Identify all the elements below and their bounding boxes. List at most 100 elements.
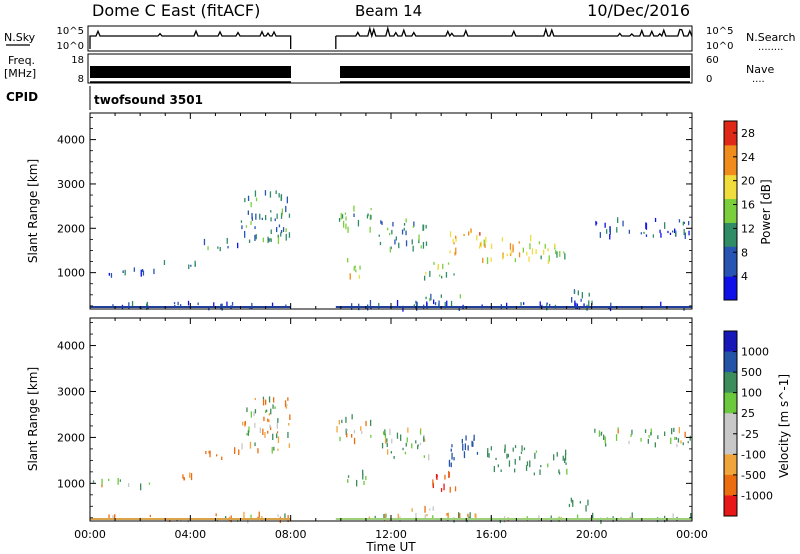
colorbar-step xyxy=(724,372,737,394)
data-cell xyxy=(237,242,239,249)
data-cell xyxy=(432,515,434,519)
data-cell xyxy=(277,448,279,451)
data-cell xyxy=(418,234,420,241)
data-cell xyxy=(448,471,450,478)
data-cell xyxy=(425,224,427,229)
data-cell xyxy=(203,238,206,246)
data-cell xyxy=(437,266,439,270)
data-cell xyxy=(450,462,452,468)
data-cell xyxy=(689,438,691,441)
data-cell xyxy=(609,227,611,233)
data-cell xyxy=(270,238,272,243)
data-cell xyxy=(284,513,286,520)
data-cell xyxy=(672,230,674,233)
nsky-right-tick-bottom: 10^0 xyxy=(706,41,733,52)
data-cell xyxy=(266,409,268,412)
colorbar-tick-label: 28 xyxy=(741,127,755,140)
data-cell xyxy=(269,426,272,430)
x-tick-labels: 00:00 04:00 08:00 12:00 16:00 20:00 00:00 xyxy=(74,528,708,541)
power-axes: 1000 2000 3000 4000 xyxy=(57,113,693,309)
data-cell xyxy=(671,428,673,435)
data-cell xyxy=(425,296,427,300)
data-cell xyxy=(526,461,529,466)
data-cell xyxy=(522,247,524,253)
data-cell xyxy=(419,430,422,435)
data-cell xyxy=(396,300,399,307)
data-cell xyxy=(501,237,504,242)
data-cell xyxy=(281,208,283,216)
data-cell xyxy=(523,447,526,451)
power-colorbar: 4 8 12 16 20 24 28 xyxy=(723,120,755,301)
data-cell xyxy=(447,512,449,520)
data-cell xyxy=(345,216,347,221)
data-cell xyxy=(539,301,541,309)
data-cell xyxy=(449,486,451,493)
data-cell xyxy=(153,268,155,275)
data-cell xyxy=(546,302,548,305)
colorbar-step xyxy=(724,156,737,164)
data-cell xyxy=(148,482,151,485)
data-cell xyxy=(672,513,674,520)
data-cell xyxy=(353,266,355,271)
nsearch-label: N.Search xyxy=(746,31,796,44)
data-cell xyxy=(540,255,542,260)
data-cell xyxy=(488,453,490,458)
data-cell xyxy=(622,220,624,227)
data-cell xyxy=(652,234,654,238)
cpid-label: CPID xyxy=(6,90,38,104)
data-cell xyxy=(470,228,472,233)
data-cell xyxy=(280,230,283,234)
data-cell xyxy=(275,190,277,194)
data-cell xyxy=(605,443,607,447)
data-cell xyxy=(380,220,382,224)
data-cell xyxy=(277,436,280,444)
data-cell xyxy=(359,265,361,270)
data-cell xyxy=(402,447,404,451)
data-cell xyxy=(257,448,259,454)
data-cell xyxy=(274,218,276,222)
data-cell xyxy=(570,497,572,502)
data-cell xyxy=(197,302,199,306)
data-cell xyxy=(338,218,341,222)
data-cell xyxy=(413,221,415,227)
data-cell xyxy=(654,442,656,448)
data-cell xyxy=(384,429,386,436)
data-cell xyxy=(412,245,414,252)
data-cell xyxy=(424,505,426,513)
data-cell xyxy=(219,247,221,252)
colorbar-step xyxy=(724,264,737,271)
data-cell xyxy=(528,256,530,262)
data-cell xyxy=(444,301,446,309)
data-cell xyxy=(446,513,448,516)
data-cell xyxy=(254,190,257,197)
data-cell xyxy=(411,443,413,449)
data-cell xyxy=(429,297,431,302)
data-cell xyxy=(386,443,388,447)
data-cell xyxy=(360,426,362,431)
data-cell xyxy=(108,514,110,520)
data-cell xyxy=(263,416,265,422)
data-cell xyxy=(459,294,461,299)
y-tick-label: 3000 xyxy=(57,178,85,191)
data-cell xyxy=(276,422,278,429)
data-cell xyxy=(530,234,532,242)
data-cell xyxy=(244,421,246,427)
data-cell xyxy=(288,213,291,218)
data-cell xyxy=(497,464,499,468)
data-cell xyxy=(581,292,583,299)
data-cell xyxy=(262,396,265,400)
data-cell xyxy=(448,459,451,467)
data-cell xyxy=(128,302,130,309)
data-cell xyxy=(205,450,207,455)
data-cell xyxy=(443,483,445,491)
data-cell xyxy=(415,512,417,520)
data-cell xyxy=(514,458,516,465)
data-cell xyxy=(678,427,680,434)
data-cell xyxy=(521,445,523,452)
colorbar-tick-label: 4 xyxy=(741,270,748,283)
data-cell xyxy=(504,444,506,452)
data-cell xyxy=(225,516,227,520)
colorbar-step xyxy=(724,495,737,517)
data-cell xyxy=(420,428,422,431)
data-cell xyxy=(463,234,465,237)
